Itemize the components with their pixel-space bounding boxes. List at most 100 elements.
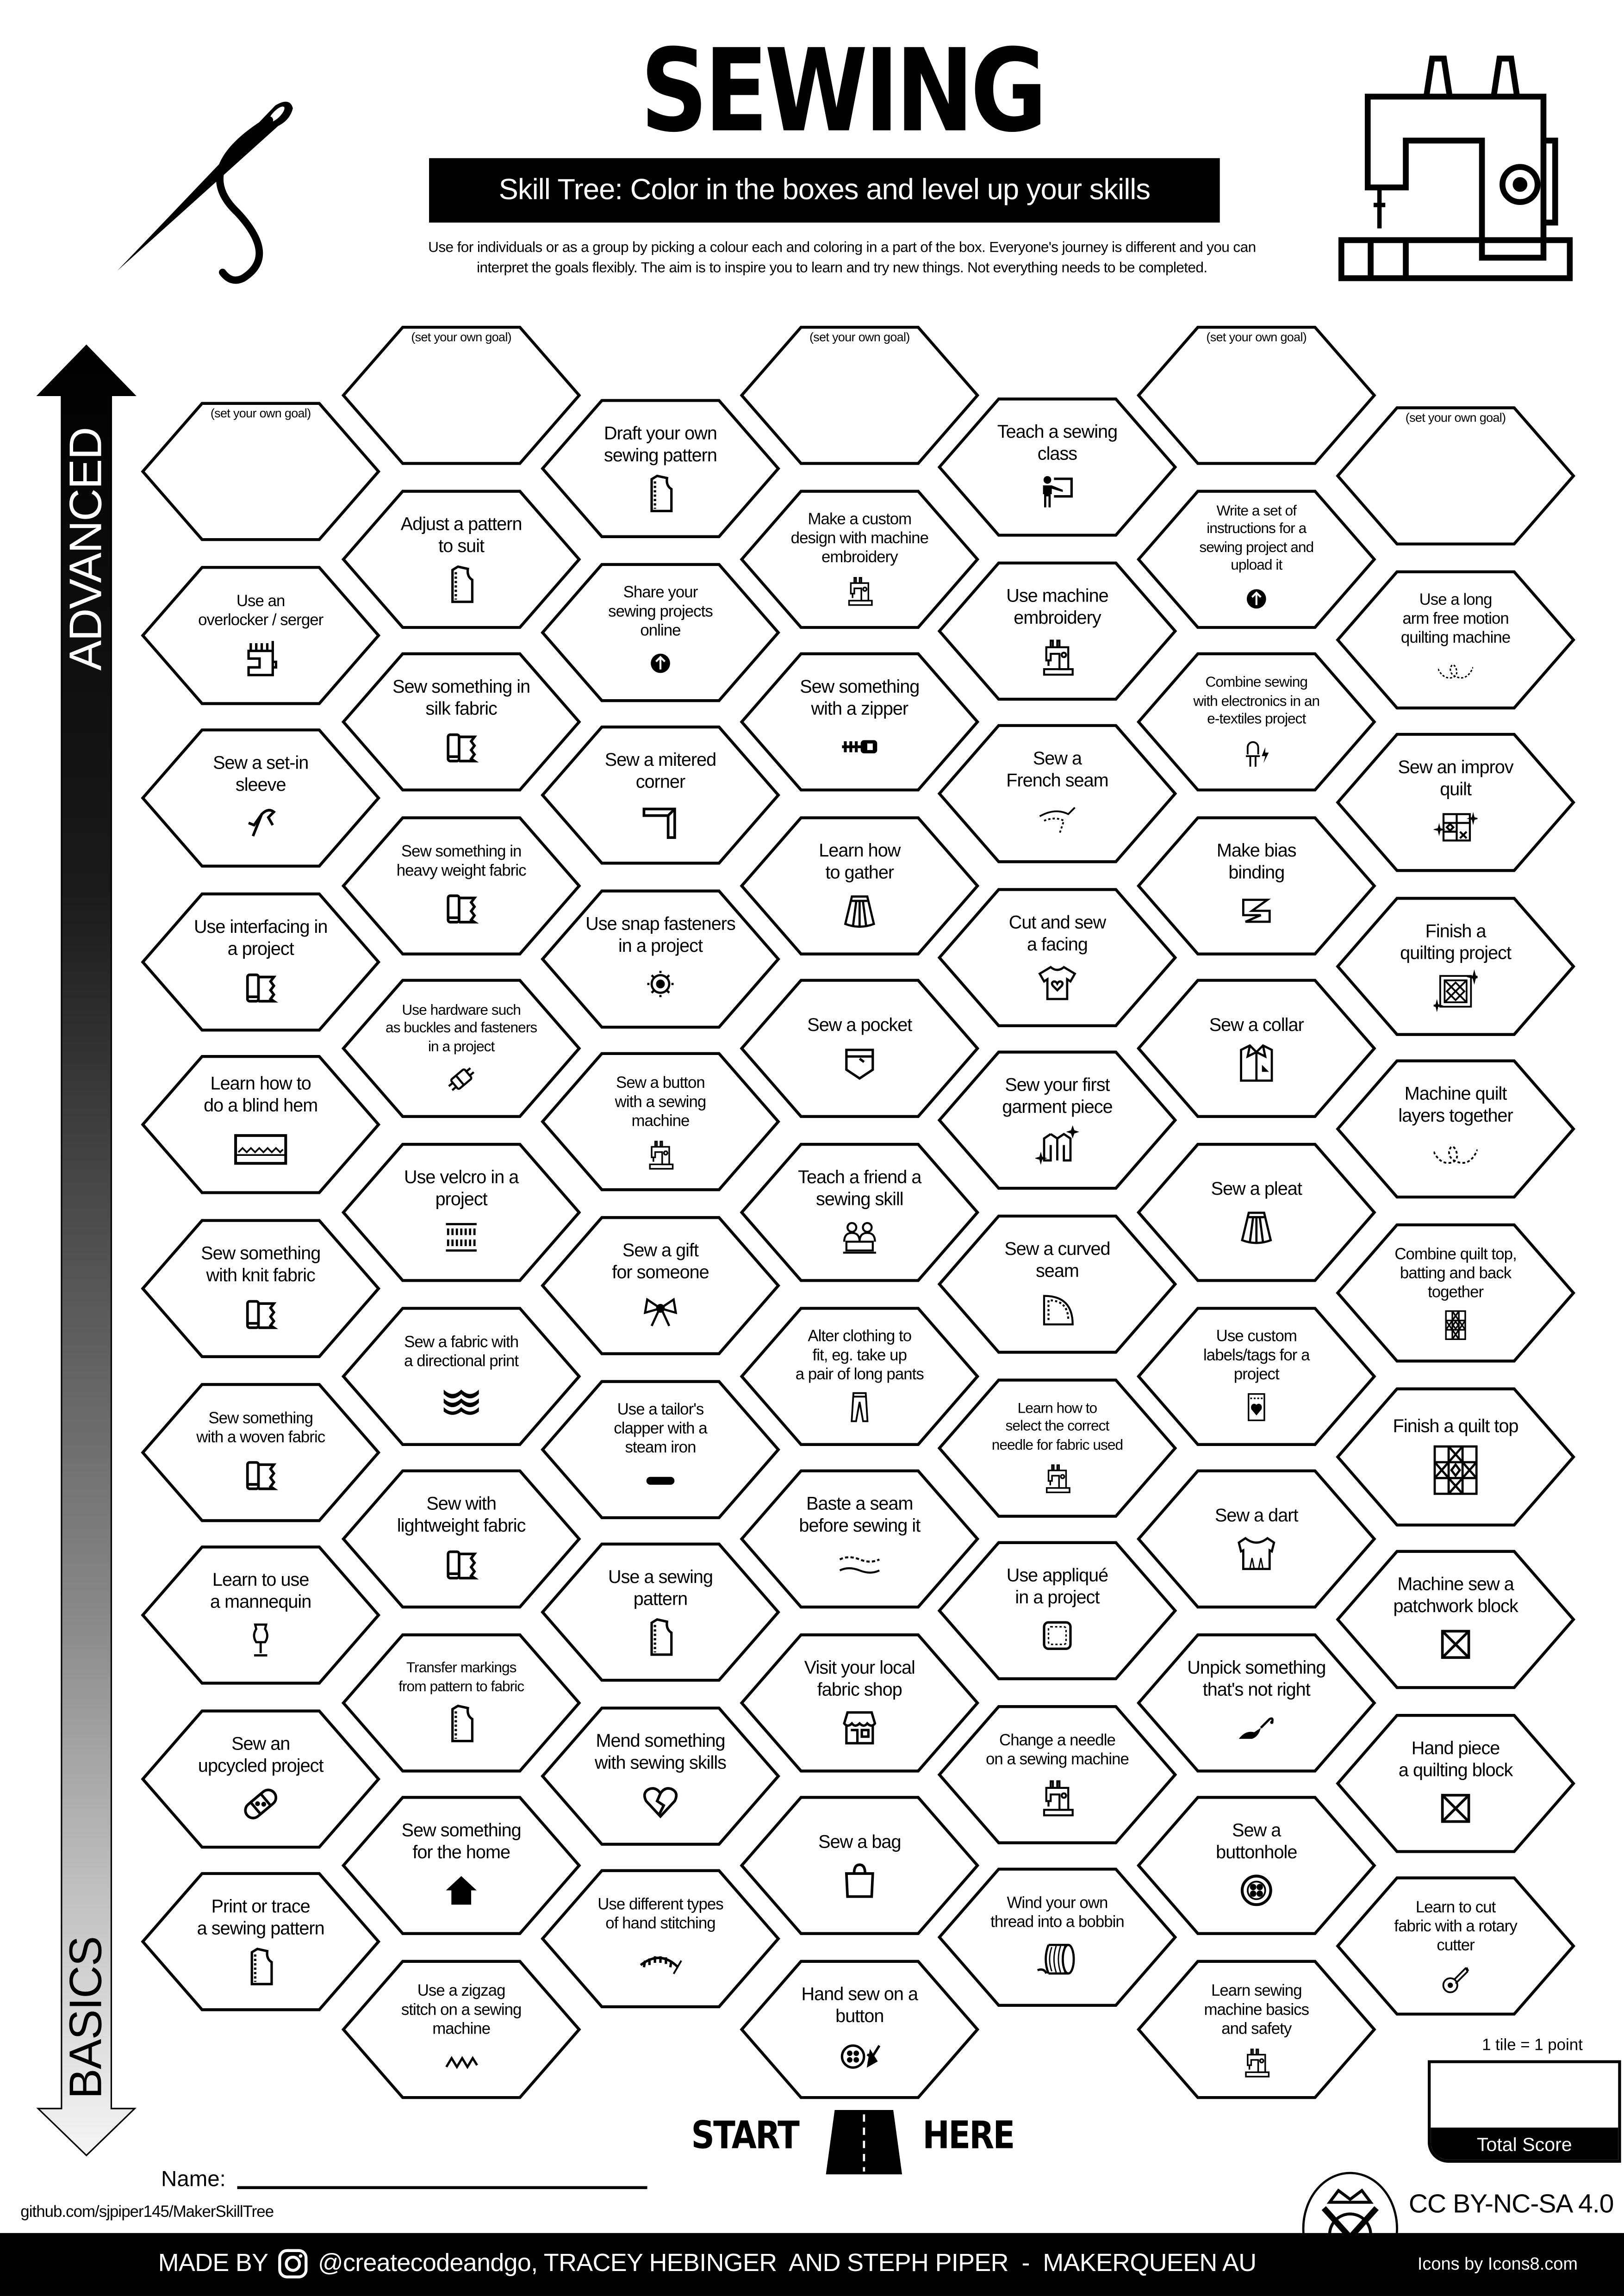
bobbin-icon	[1035, 1938, 1079, 1982]
skill-tile[interactable]: Sew a set-in sleeve	[141, 728, 381, 869]
skill-tile[interactable]: Sew a button with a sewing machine	[541, 1052, 781, 1192]
skill-tile[interactable]: Sew something with a woven fabric	[141, 1382, 381, 1522]
hex-outline	[341, 1960, 581, 2099]
skill-tile[interactable]: Alter clothing to fit, eg. take up a pai…	[740, 1305, 980, 1446]
skill-tile[interactable]: Combine quilt top, batting and back toge…	[1336, 1222, 1576, 1363]
skill-content: Sew something with a zipper	[769, 661, 950, 785]
skill-tile[interactable]: Visit your local fabric shop	[740, 1632, 980, 1773]
skill-label: Sew an upcycled project	[198, 1733, 324, 1776]
skill-tile[interactable]: Finish a quilt top	[1336, 1386, 1576, 1527]
skill-tile[interactable]: Use different types of hand stitching	[541, 1869, 781, 2010]
skill-tile[interactable]: Teach a sewing class	[937, 397, 1177, 538]
skill-tile[interactable]: Baste a seam before sewing it	[740, 1469, 980, 1610]
total-score-box[interactable]: Total Score	[1427, 2060, 1621, 2163]
skill-label: Sew something in heavy weight fabric	[396, 843, 527, 880]
skill-tile[interactable]: Teach a friend a sewing skill	[740, 1142, 980, 1283]
skill-tile[interactable]: Sew a collar	[1136, 979, 1376, 1119]
skill-tile[interactable]: (set your own goal)	[141, 401, 381, 542]
skill-tile[interactable]: Make bias binding	[1136, 815, 1376, 956]
skill-tile[interactable]: Use custom labels/tags for a project	[1136, 1305, 1376, 1446]
name-field[interactable]	[237, 2186, 647, 2189]
skill-tile[interactable]: Use a long arm free motion quilting mach…	[1336, 569, 1576, 710]
skill-tile[interactable]: Sew something in heavy weight fabric	[341, 815, 581, 956]
skill-tile[interactable]: (set your own goal)	[1136, 325, 1376, 466]
skill-tile[interactable]: Use interfacing in a project	[141, 892, 381, 1032]
skill-tile[interactable]: Sew a mitered corner	[541, 725, 781, 866]
skill-tile[interactable]: Use a zigzag stitch on a sewing machine	[341, 1959, 581, 2100]
skill-tile[interactable]: Sew something for the home	[341, 1796, 581, 1936]
skill-tile[interactable]: Mend something with sewing skills	[541, 1706, 781, 1846]
skill-tile[interactable]: Sew a buttonhole	[1136, 1796, 1376, 1936]
sleeve-icon	[239, 801, 283, 845]
hex-outline	[740, 1470, 980, 1609]
skill-content: Sew an upcycled project	[170, 1717, 351, 1842]
skill-tile[interactable]: Sew a pleat	[1136, 1142, 1376, 1283]
skill-tile[interactable]: Make a custom design with machine embroi…	[740, 489, 980, 629]
skill-label: Use a sewing pattern	[608, 1567, 713, 1610]
skill-tile[interactable]: Learn how to do a blind hem	[141, 1055, 381, 1196]
skill-tile[interactable]: Unpick something that's not right	[1136, 1632, 1376, 1773]
skill-tile[interactable]: Sew something with knit fabric	[141, 1218, 381, 1359]
skill-tile[interactable]: Learn sewing machine basics and safety	[1136, 1959, 1376, 2100]
skill-tile[interactable]: Hand sew on a button	[740, 1959, 980, 2100]
skill-tile[interactable]: Use a sewing pattern	[541, 1542, 781, 1683]
skill-tile[interactable]: Use machine embroidery	[937, 560, 1177, 701]
skill-tile[interactable]: Change a needle on a sewing machine	[937, 1704, 1177, 1845]
skill-tile[interactable]: Sew a pocket	[740, 979, 980, 1119]
skill-tile[interactable]: Use appliqué in a project	[937, 1541, 1177, 1682]
skill-tile[interactable]: Machine quilt layers together	[1336, 1059, 1576, 1200]
skill-tile[interactable]: Share your sewing projects online	[541, 562, 781, 702]
skill-label: Use snap fasteners in a project	[585, 913, 736, 956]
hex-outline	[1136, 652, 1376, 792]
skill-tile[interactable]: Wind your own thread into a bobbin	[937, 1868, 1177, 2008]
pattern-piece-icon	[439, 1702, 483, 1746]
skill-tile[interactable]: Transfer markings from pattern to fabric	[341, 1632, 581, 1773]
skill-tile[interactable]: Learn how to select the correct needle f…	[937, 1378, 1177, 1518]
github-link[interactable]: github.com/sjpiper145/MakerSkillTree	[20, 2203, 274, 2222]
skill-tile[interactable]: Sew your first garment piece	[937, 1050, 1177, 1191]
skill-tile[interactable]: (set your own goal)	[341, 325, 581, 466]
skill-tile[interactable]: Draft your own sewing pattern	[541, 398, 781, 539]
skill-tile[interactable]: Use a tailor's clapper with a steam iron	[541, 1379, 781, 1520]
skill-tile[interactable]: Sew a curved seam	[937, 1214, 1177, 1354]
skill-tile[interactable]: Cut and sew a facing	[937, 887, 1177, 1028]
skill-tile[interactable]: Combine sewing with electronics in an e-…	[1136, 652, 1376, 793]
skill-tile[interactable]: Sew an improv quilt	[1336, 732, 1576, 873]
skill-tile[interactable]: (set your own goal)	[1336, 406, 1576, 546]
skill-tile[interactable]: Sew a gift for someone	[541, 1216, 781, 1356]
hex-outline	[1136, 1306, 1376, 1446]
hex-outline	[341, 1470, 581, 1609]
skill-tile[interactable]: Sew something in silk fabric	[341, 652, 581, 793]
skill-tile[interactable]: Sew an upcycled project	[141, 1708, 381, 1849]
skill-tile[interactable]: Write a set of instructions for a sewing…	[1136, 489, 1376, 629]
skill-tile[interactable]: Use hardware such as buckles and fastene…	[341, 979, 581, 1119]
skill-tile[interactable]: (set your own goal)	[740, 325, 980, 466]
collar-shirt-icon	[1234, 1041, 1278, 1085]
hex-outline	[937, 1214, 1177, 1354]
hex-outline	[937, 1705, 1177, 1844]
skill-tile[interactable]: Use an overlocker / serger	[141, 565, 381, 705]
skill-content: Learn to cut fabric with a rotary cutter	[1365, 1885, 1546, 2010]
goal-placeholder: (set your own goal)	[411, 329, 512, 344]
skill-tile[interactable]: Sew a fabric with a directional print	[341, 1305, 581, 1446]
skill-label: Sew an improv quilt	[1398, 757, 1513, 800]
skill-tile[interactable]: Finish a quilting project	[1336, 896, 1576, 1036]
start-label: START	[691, 2114, 799, 2159]
skill-tile[interactable]: Learn to cut fabric with a rotary cutter	[1336, 1876, 1576, 2017]
skill-label: Sew something with a woven fabric	[196, 1409, 325, 1446]
skill-tile[interactable]: Sew a dart	[1136, 1469, 1376, 1610]
skill-tile[interactable]: Hand piece a quilting block	[1336, 1713, 1576, 1854]
skill-tile[interactable]: Sew a bag	[740, 1796, 980, 1936]
license-text: CC BY-NC-SA 4.0	[1408, 2189, 1614, 2219]
skill-tile[interactable]: Sew a French seam	[937, 724, 1177, 864]
skill-tile[interactable]: Sew something with a zipper	[740, 652, 980, 793]
skill-tile[interactable]: Sew with lightweight fabric	[341, 1469, 581, 1610]
skill-tile[interactable]: Learn to use a mannequin	[141, 1545, 381, 1686]
skill-tile[interactable]: Use velcro in a project	[341, 1142, 581, 1283]
icons-credit[interactable]: Icons by Icons8.com	[1417, 2253, 1578, 2274]
skill-tile[interactable]: Adjust a pattern to suit	[341, 489, 581, 629]
skill-tile[interactable]: Machine sew a patchwork block	[1336, 1550, 1576, 1690]
skill-tile[interactable]: Print or trace a sewing pattern	[141, 1872, 381, 2012]
skill-tile[interactable]: Use snap fasteners in a project	[541, 888, 781, 1029]
skill-tile[interactable]: Learn how to gather	[740, 815, 980, 956]
